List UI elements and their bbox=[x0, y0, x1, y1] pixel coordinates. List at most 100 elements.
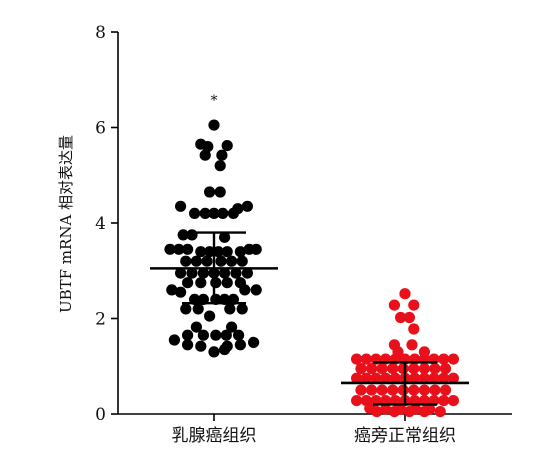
data-point bbox=[215, 255, 227, 267]
data-point bbox=[214, 186, 226, 198]
data-point bbox=[212, 246, 224, 258]
data-point bbox=[182, 339, 194, 351]
data-point bbox=[241, 200, 253, 212]
data-point bbox=[175, 267, 187, 279]
data-point bbox=[438, 372, 450, 384]
data-point bbox=[409, 372, 421, 384]
data-point bbox=[408, 299, 420, 311]
data-point bbox=[199, 207, 211, 219]
data-point bbox=[234, 339, 246, 351]
data-point bbox=[182, 329, 194, 341]
data-point bbox=[224, 303, 236, 315]
data-point bbox=[434, 406, 446, 418]
data-point bbox=[221, 140, 233, 152]
data-point bbox=[175, 286, 187, 298]
data-point bbox=[190, 321, 202, 333]
data-point bbox=[199, 149, 211, 161]
y-tick-label: 8 bbox=[95, 23, 106, 43]
data-point bbox=[447, 353, 459, 365]
significance-marker: * bbox=[211, 93, 218, 109]
data-point bbox=[428, 372, 440, 384]
data-point bbox=[366, 384, 378, 396]
data-point bbox=[233, 329, 245, 341]
data-point bbox=[351, 353, 363, 365]
data-point bbox=[439, 384, 452, 396]
data-point bbox=[220, 329, 232, 341]
data-point bbox=[438, 353, 450, 365]
data-point bbox=[195, 246, 207, 258]
x-category-label: 癌旁正常组织 bbox=[354, 426, 456, 446]
data-point bbox=[164, 243, 176, 255]
data-point bbox=[351, 395, 363, 407]
data-point bbox=[370, 372, 382, 384]
data-point bbox=[208, 207, 220, 219]
data-point bbox=[380, 372, 392, 384]
data-point bbox=[197, 267, 209, 279]
data-point bbox=[395, 311, 407, 324]
data-point bbox=[182, 243, 194, 255]
data-point bbox=[408, 384, 420, 396]
data-point bbox=[439, 363, 452, 375]
data-point bbox=[429, 363, 441, 375]
data-point bbox=[360, 353, 372, 365]
data-point bbox=[182, 277, 194, 289]
data-point bbox=[208, 346, 220, 358]
data-point bbox=[173, 243, 185, 255]
data-point bbox=[248, 336, 260, 348]
data-point bbox=[438, 395, 450, 407]
data-point bbox=[236, 303, 248, 315]
data-point bbox=[250, 284, 262, 296]
data-point bbox=[197, 329, 209, 341]
data-point bbox=[403, 311, 415, 324]
marks-layer bbox=[164, 119, 459, 418]
data-point bbox=[189, 207, 201, 219]
data-point bbox=[202, 141, 214, 153]
data-point bbox=[166, 284, 178, 296]
data-point bbox=[227, 207, 239, 219]
data-point bbox=[355, 363, 367, 375]
data-point bbox=[239, 284, 251, 296]
data-point bbox=[219, 267, 231, 279]
data-point bbox=[210, 277, 222, 289]
data-point bbox=[226, 255, 238, 267]
data-point bbox=[355, 384, 367, 396]
data-point bbox=[192, 303, 204, 315]
y-axis-title: UBTF mRNA 相对表达量 bbox=[57, 135, 75, 313]
data-point bbox=[388, 406, 400, 418]
data-point bbox=[234, 246, 246, 258]
data-point bbox=[175, 200, 187, 212]
data-point bbox=[418, 372, 430, 384]
y-tick-label: 6 bbox=[95, 119, 106, 139]
data-point bbox=[408, 323, 420, 335]
data-point bbox=[371, 406, 383, 418]
data-point bbox=[195, 277, 207, 289]
data-point bbox=[418, 406, 430, 418]
data-point bbox=[376, 384, 388, 396]
data-point bbox=[226, 321, 238, 333]
data-point bbox=[201, 255, 213, 267]
data-point bbox=[195, 340, 207, 352]
data-point bbox=[418, 384, 430, 396]
data-point bbox=[406, 339, 418, 351]
data-point bbox=[397, 363, 409, 375]
data-point bbox=[180, 303, 192, 315]
data-point bbox=[360, 372, 372, 384]
stats-layer: * bbox=[150, 93, 469, 406]
data-point bbox=[217, 207, 229, 219]
data-point bbox=[387, 363, 399, 375]
data-point bbox=[250, 243, 262, 255]
data-point bbox=[418, 363, 430, 375]
data-point bbox=[208, 119, 220, 131]
data-point bbox=[216, 149, 228, 161]
x-category-label: 乳腺癌组织 bbox=[172, 426, 257, 446]
axes-layer: 0 2 4 6 8 乳腺癌组织 癌旁正常组织 bbox=[95, 23, 512, 446]
data-point bbox=[447, 372, 459, 384]
data-point bbox=[399, 288, 411, 300]
data-point bbox=[186, 267, 198, 279]
data-point bbox=[204, 310, 216, 322]
data-point bbox=[236, 255, 248, 267]
data-point bbox=[447, 395, 459, 407]
data-point bbox=[366, 363, 378, 375]
data-point bbox=[403, 406, 415, 418]
